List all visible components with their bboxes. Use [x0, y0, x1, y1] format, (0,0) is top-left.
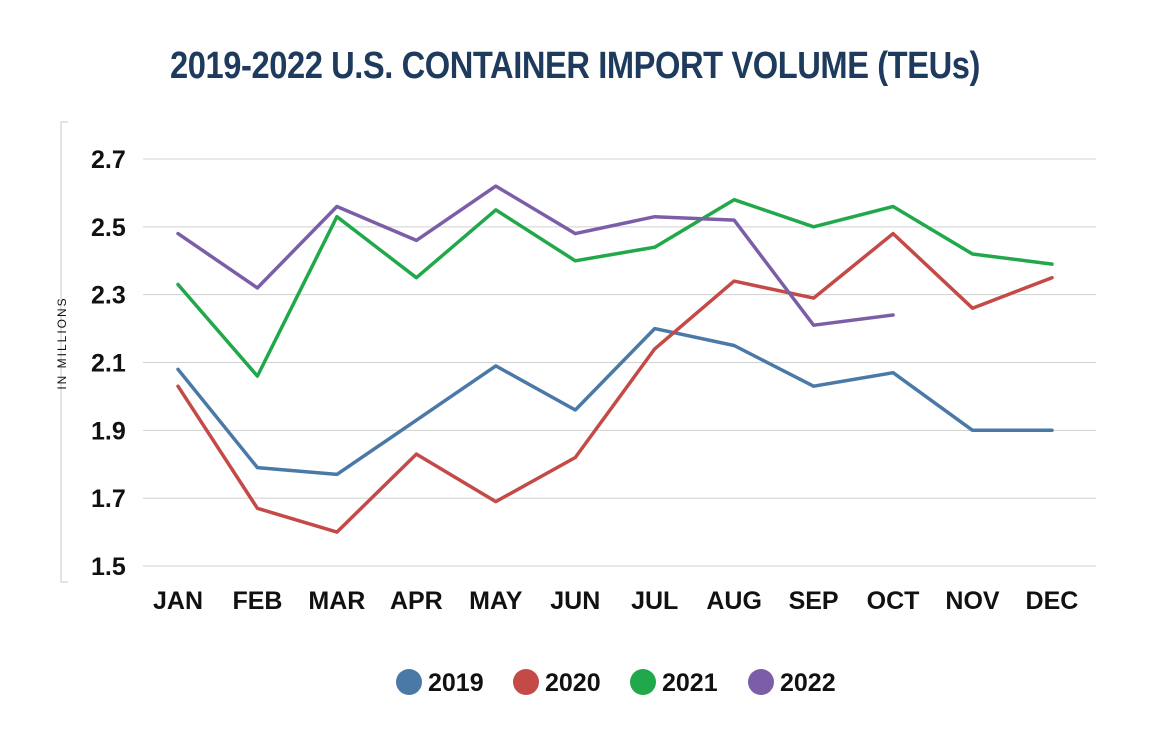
- legend-label-2019: 2019: [428, 669, 484, 697]
- legend-marker-2021: [630, 669, 656, 695]
- y-tick-label: 1.7: [91, 485, 126, 513]
- series-line-2019: [176, 326, 1054, 477]
- x-tick-label: DEC: [1026, 587, 1079, 615]
- x-tick-label: JAN: [153, 587, 203, 615]
- legend-label-2022: 2022: [780, 669, 836, 697]
- legend-label-2020: 2020: [545, 669, 601, 697]
- x-tick-label: NOV: [945, 587, 1000, 615]
- series-line-2020: [176, 231, 1054, 534]
- y-tick-label: 2.1: [91, 350, 126, 378]
- x-tick-label: MAY: [469, 587, 523, 615]
- legend: 2019 2020 2021 2022: [396, 669, 836, 697]
- x-tick-label: APR: [390, 587, 443, 615]
- x-tick-label: SEP: [789, 587, 839, 615]
- legend-marker-2019: [396, 669, 422, 695]
- chart-title: 2019-2022 U.S. CONTAINER IMPORT VOLUME (…: [170, 45, 980, 87]
- x-tick-labels: JAN FEB MAR APR MAY JUN JUL AUG SEP OCT NOV DEC: [153, 587, 1078, 615]
- series-lines: [176, 184, 1054, 534]
- y-axis-label: IN MILLIONS: [55, 296, 69, 389]
- y-tick-label: 2.7: [91, 146, 126, 174]
- legend-marker-2022: [748, 669, 774, 695]
- grid-lines: [60, 121, 1096, 583]
- legend-marker-2020: [513, 669, 539, 695]
- series-line-2022: [176, 184, 895, 327]
- x-tick-label: FEB: [232, 587, 282, 615]
- x-tick-label: MAR: [308, 587, 365, 615]
- x-tick-label: JUL: [631, 587, 678, 615]
- x-tick-label: OCT: [867, 587, 920, 615]
- y-tick-label: 2.5: [91, 214, 126, 242]
- y-tick-labels: 1.5 1.7 1.9 2.1 2.3 2.5 2.7: [91, 146, 126, 581]
- series-line-2021: [176, 197, 1054, 378]
- legend-label-2021: 2021: [662, 669, 718, 697]
- x-tick-label: AUG: [706, 587, 762, 615]
- y-tick-label: 1.5: [91, 553, 126, 581]
- x-tick-label: JUN: [550, 587, 600, 615]
- y-tick-label: 1.9: [91, 417, 126, 445]
- y-tick-label: 2.3: [91, 282, 126, 310]
